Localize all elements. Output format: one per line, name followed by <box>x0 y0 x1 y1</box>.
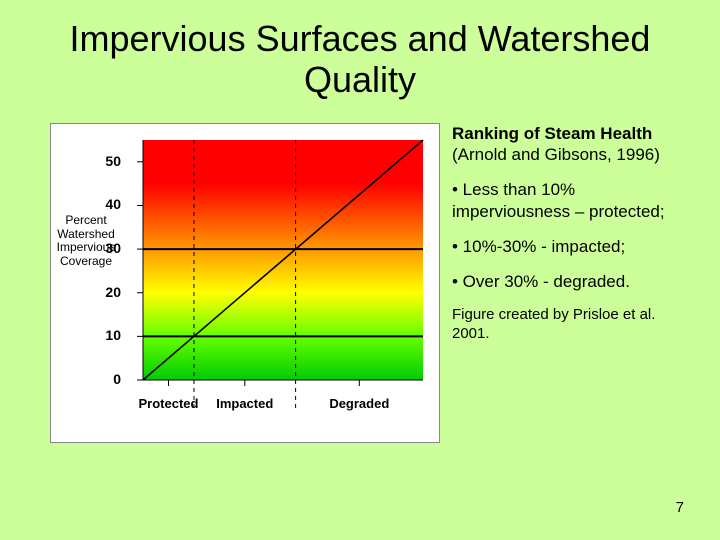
bullet-impacted: • 10%-30% - impacted; <box>452 236 670 257</box>
content-row: Percent Watershed Impervious Coverage 01… <box>50 123 670 443</box>
bullet-degraded: • Over 30% - degraded. <box>452 271 670 292</box>
chart-panel: Percent Watershed Impervious Coverage 01… <box>50 123 440 443</box>
text-column: Ranking of Steam Health (Arnold and Gibs… <box>452 123 670 358</box>
y-tick-label: 10 <box>97 327 121 343</box>
x-category-label: Protected <box>128 396 208 411</box>
ranking-heading-bold: Ranking of Steam Health <box>452 124 652 143</box>
y-tick-label: 30 <box>97 240 121 256</box>
ranking-heading: Ranking of Steam Health (Arnold and Gibs… <box>452 123 670 166</box>
slide-number: 7 <box>676 499 684 516</box>
slide-title: Impervious Surfaces and Watershed Qualit… <box>50 18 670 101</box>
y-tick-label: 0 <box>97 371 121 387</box>
slide: Impervious Surfaces and Watershed Qualit… <box>0 0 720 540</box>
x-category-label: Degraded <box>319 396 399 411</box>
bullet-protected: • Less than 10% imperviousness – protect… <box>452 179 670 222</box>
y-tick-label: 50 <box>97 153 121 169</box>
x-category-label: Impacted <box>205 396 285 411</box>
y-tick-label: 20 <box>97 284 121 300</box>
ranking-heading-rest: (Arnold and Gibsons, 1996) <box>452 145 660 164</box>
figure-citation: Figure created by Prisloe et al. 2001. <box>452 306 670 344</box>
chart-plot-area: 01020304050ProtectedImpactedDegraded <box>143 140 423 380</box>
y-tick-label: 40 <box>97 196 121 212</box>
